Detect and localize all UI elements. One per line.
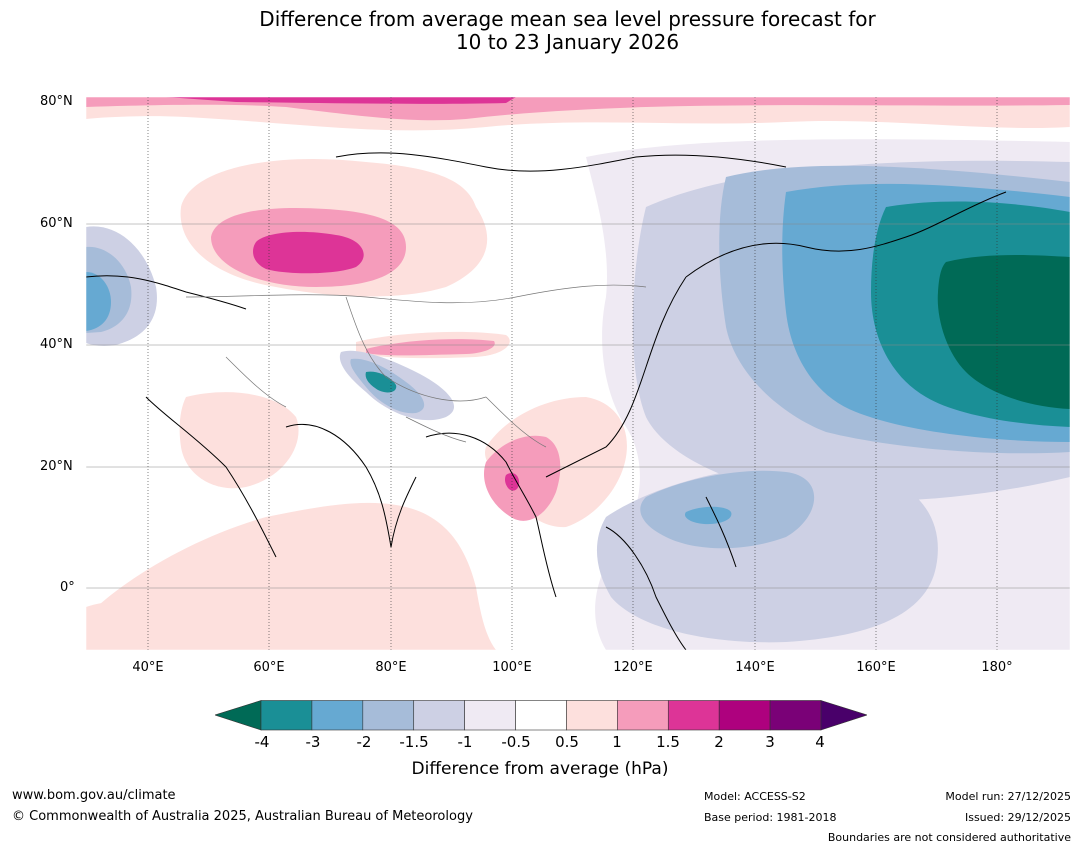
meridians <box>147 97 998 650</box>
colorbar <box>215 700 867 731</box>
cb-tick: -3 <box>305 733 321 751</box>
lat-label-60n: 60°N <box>40 216 73 231</box>
cb-tick: 1 <box>612 733 622 751</box>
cb-tick: -1 <box>457 733 473 751</box>
europe-negative-core <box>86 272 111 331</box>
colorbar-extend-high <box>820 700 867 731</box>
cb-tick: 2 <box>714 733 724 751</box>
south-fringe <box>86 601 181 650</box>
colorbar-extend-low <box>215 700 262 731</box>
website-link[interactable]: www.bom.gov.au/climate <box>12 788 176 803</box>
lon-label-140e: 140°E <box>735 660 775 675</box>
chart-title: Difference from average mean sea level p… <box>0 8 1081 54</box>
lon-label-40e: 40°E <box>132 660 164 675</box>
base-period: Base period: 1981-2018 <box>704 811 837 824</box>
tibet-negative-core <box>365 371 397 393</box>
title-line-1: Difference from average mean sea level p… <box>259 7 876 31</box>
lat-label-40n: 40°N <box>40 337 73 352</box>
siberia-positive-peak <box>253 231 364 274</box>
coastlines <box>86 152 1007 650</box>
colorbar-cell <box>362 700 415 731</box>
colorbar-cell <box>413 700 465 731</box>
lat-label-20n: 20°N <box>40 459 73 474</box>
cb-tick: -2 <box>356 733 372 751</box>
arctic-peak-band <box>166 97 516 104</box>
indian-ocean-positive <box>86 502 496 650</box>
cb-tick: -0.5 <box>501 733 531 751</box>
colorbar-cell <box>769 700 822 731</box>
lon-label-120e: 120°E <box>613 660 653 675</box>
cb-tick: 0.5 <box>555 733 579 751</box>
north-pacific-negative-core <box>937 254 1070 409</box>
country-borders <box>185 284 647 448</box>
colorbar-cell <box>260 700 313 731</box>
title-line-2: 10 to 23 January 2026 <box>455 30 680 54</box>
cb-tick: 1.5 <box>656 733 680 751</box>
colorbar-cell <box>718 700 771 731</box>
lon-label-60e: 60°E <box>253 660 285 675</box>
lon-label-180: 180° <box>981 660 1013 675</box>
lat-label-80n: 80°N <box>40 94 73 109</box>
lon-label-100e: 100°E <box>492 660 532 675</box>
colorbar-cell <box>311 700 364 731</box>
cb-tick: 3 <box>765 733 775 751</box>
se-asia-positive-mid <box>483 435 561 521</box>
lon-label-80e: 80°E <box>375 660 407 675</box>
colorbar-cell <box>515 700 567 731</box>
colorbar-cell <box>617 700 669 731</box>
pressure-anomaly-map <box>86 97 1070 650</box>
copyright: © Commonwealth of Australia 2025, Austra… <box>12 809 473 824</box>
model-info: Model: ACCESS-S2 <box>704 790 806 803</box>
colorbar-cell <box>667 700 720 731</box>
gridlines <box>86 223 1070 589</box>
colorbar-cell <box>566 700 618 731</box>
lon-label-160e: 160°E <box>856 660 896 675</box>
colorbar-title: Difference from average (hPa) <box>411 759 669 779</box>
colorbar-cell <box>464 700 516 731</box>
cb-tick: -1.5 <box>399 733 429 751</box>
cb-tick: -4 <box>254 733 270 751</box>
philippine-sea-core <box>684 506 732 525</box>
central-asia-positive-strip-core <box>366 339 495 356</box>
model-run: Model run: 27/12/2025 <box>945 790 1071 803</box>
issued-date: Issued: 29/12/2025 <box>964 811 1071 824</box>
cb-tick: 4 <box>815 733 825 751</box>
lat-label-equator: 0° <box>60 580 75 595</box>
disclaimer: Boundaries are not considered authoritat… <box>827 831 1071 844</box>
arabia-positive <box>179 392 299 489</box>
